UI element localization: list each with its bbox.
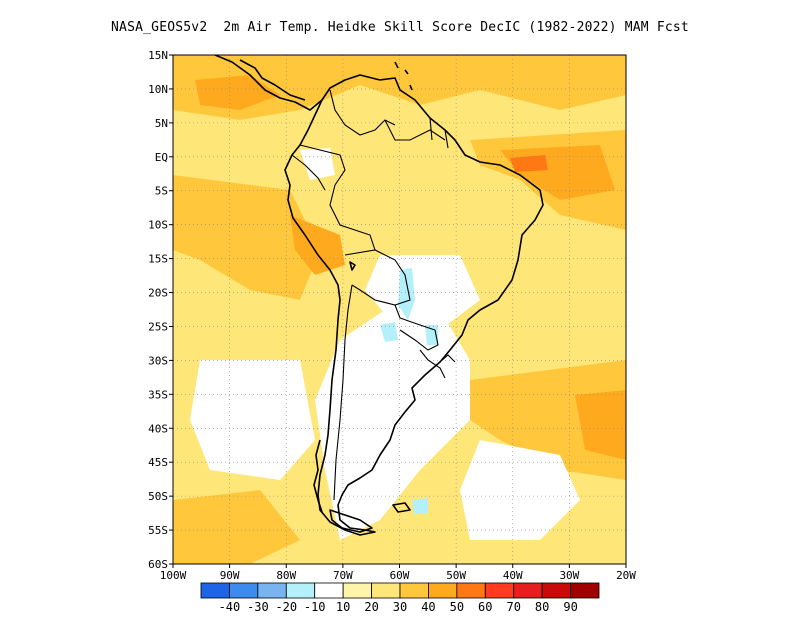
caribbean-islands [394,61,413,91]
lake-titicaca [349,261,356,271]
border-venezuela-brazil [384,119,446,141]
colorbar: -40 -30 -20 -10 10 20 30 40 50 60 70 80 90 [200,582,600,614]
lat-tick-label: 50S [148,490,168,503]
falklands [392,502,411,513]
colorbar-swatch [257,582,287,599]
colorbar-label: 40 [421,600,435,614]
lat-tick-label: 20S [148,287,168,300]
central-america-coastline [214,55,323,111]
lon-tick-label: 60W [390,569,410,582]
colorbar-label: -10 [304,600,326,614]
shade-falklands-lightblue [412,498,428,514]
colorbar-label: 50 [450,600,464,614]
colorbar-swatch [285,582,316,599]
shade-southern-pacific-orange [173,490,300,564]
shade-pacific-tropical-orange [173,175,320,300]
lat-tick-label: 25S [148,320,168,333]
country-borders [291,89,456,501]
lat-tick-label: 10N [148,83,168,96]
lat-tick-label: 15N [148,49,168,62]
lat-tick-label: 5S [155,185,168,198]
chile-fjords [313,439,323,513]
shade-chaco-white [365,255,480,330]
colorbar-swatch [428,582,458,599]
coastlines [214,55,544,536]
border-colombia-peru [299,144,346,186]
colorbar-swatch [513,582,543,599]
lat-lon-grid [173,55,626,564]
lat-tick-label: 45S [148,456,168,469]
colorbar-label: 90 [563,600,577,614]
colorbar-swatch [570,582,600,599]
longitude-axis: 100W 90W 80W 70W 60W 50W 40W 30W 20W [160,564,636,582]
lat-tick-label: 35S [148,388,168,401]
border-ecuador-peru [291,154,326,191]
lon-tick-label: 70W [333,569,353,582]
colorbar-swatch [229,582,259,599]
lat-tick-label: 55S [148,524,168,537]
colorbar-label: 30 [393,600,407,614]
colorbar-swatch [342,582,372,599]
colorbar-swatch [314,582,344,599]
border-chile-argentina [333,284,353,501]
lon-tick-label: 30W [559,569,579,582]
colorbar-swatch [200,582,230,599]
lat-tick-label: EQ [155,151,168,164]
colorbar-label: 20 [364,600,378,614]
lon-tick-label: 20W [616,569,636,582]
map-title: NASA_GEOS5v2 2m Air Temp. Heidke Skill S… [111,20,689,35]
colorbar-swatch [399,582,429,599]
colorbar-label: 60 [478,600,492,614]
border-peru-brazil [329,184,376,251]
lon-tick-label: 100W [160,569,187,582]
shade-parana-lightblue [380,322,398,342]
colorbar-swatch [371,582,401,599]
border-paraguay [394,304,439,351]
south-america-coastline [284,74,544,536]
lat-tick-label: 5N [155,117,168,130]
shade-southern-cone-white [315,300,470,540]
lat-tick-label: 30S [148,354,168,367]
colorbar-label: 70 [506,600,520,614]
lon-tick-label: 80W [276,569,296,582]
colorbar-swatch [541,582,571,599]
border-argentina-uruguay [419,349,446,379]
border-bolivia [344,249,411,306]
lon-tick-label: 90W [220,569,240,582]
tierra-del-fuego [329,509,373,533]
shade-ecuador-white [300,148,335,180]
colorbar-swatch [456,582,486,599]
colorbar-label: -30 [247,600,269,614]
colorbar-label: -20 [275,600,297,614]
lon-tick-label: 40W [503,569,523,582]
shade-pantanal-lightblue [398,268,415,320]
colorbar-swatch [484,582,515,599]
border-brazil-uruguay [439,354,456,363]
border-guianas [429,117,449,149]
colorbar-label: 10 [336,600,350,614]
shade-peru-deep [290,215,345,275]
shade-atlantic-south-white [460,440,580,540]
colorbar-label: -40 [219,600,241,614]
colorbar-label: 80 [535,600,549,614]
lon-tick-label: 50W [446,569,466,582]
lat-tick-label: 60S [148,558,168,571]
lat-tick-label: 15S [148,253,168,266]
shade-pacific-south-white [190,360,315,480]
lat-tick-label: 10S [148,219,168,232]
shade-east-south-atlantic-deep [575,390,626,460]
lat-tick-label: 40S [148,422,168,435]
latitude-axis: 15N 10N 5N EQ 5S 10S 15S 20S 25S 30S 35S 40S 45S 50S 5… [148,49,173,571]
shade-atlantic-eq-red [510,155,548,172]
